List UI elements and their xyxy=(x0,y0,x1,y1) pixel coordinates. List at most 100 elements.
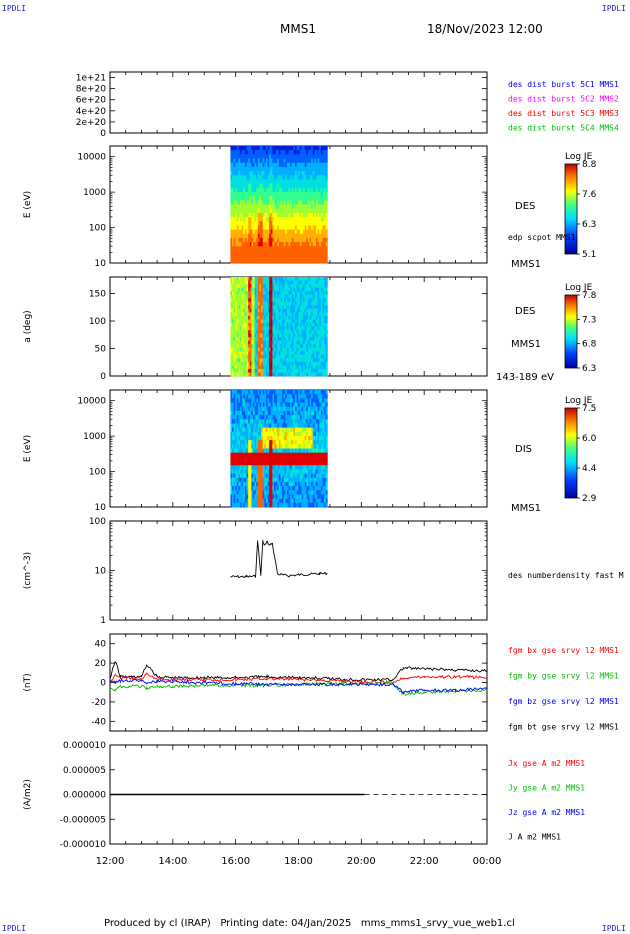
ytick-label-0-1: 2e+20 xyxy=(76,118,107,128)
ytick-label-4-2: 100 xyxy=(89,517,106,527)
ytick-label-1-1: 100 xyxy=(89,224,106,234)
panel-footer-label-1: MMS1 xyxy=(511,259,541,270)
heatmap-3 xyxy=(230,390,328,508)
panel-footer-label-3: MMS1 xyxy=(511,503,541,514)
header-spacecraft: MMS1 xyxy=(280,22,316,36)
legend-label-5-0: fgm bx gse srvy l2 MMS1 xyxy=(508,646,619,655)
ylabel-5: (nT) xyxy=(23,673,33,691)
colorbar-3 xyxy=(564,407,578,499)
colorbar-tick-1-2: 6.3 xyxy=(582,220,596,230)
xtick-label-2: 16:00 xyxy=(221,856,250,867)
panel-sublabel-1: edp scpot MMS1 xyxy=(508,233,576,242)
colorbar-tick-1-1: 7.6 xyxy=(582,190,597,200)
panel-sublabel-2: MMS1 xyxy=(511,339,541,350)
footer-text: Produced by cl (IRAP) Printing date: 04/… xyxy=(104,918,515,929)
ytick-label-3-3: 10000 xyxy=(77,397,106,407)
panel-frame-4 xyxy=(109,520,488,621)
ytick-label-6-4: 0.000010 xyxy=(63,741,106,751)
colorbar-tick-3-0: 7.5 xyxy=(582,404,596,414)
colorbar-tick-1-3: 5.1 xyxy=(582,250,596,260)
ytick-label-3-1: 100 xyxy=(89,468,106,478)
panel-label-2: DES xyxy=(515,306,535,317)
series-line-5-1 xyxy=(109,681,488,697)
series-line-5-0 xyxy=(109,671,488,685)
series-line-5-2 xyxy=(109,678,488,695)
ytick-label-1-2: 1000 xyxy=(83,188,106,198)
colorbar-tick-2-3: 6.3 xyxy=(582,364,596,374)
ytick-label-2-3: 150 xyxy=(89,290,106,300)
colorbar-tick-2-2: 6.8 xyxy=(582,340,597,350)
legend-label-0-3: des dist burst 5C4 MMS4 xyxy=(508,124,619,133)
legend-label-0-0: des dist burst 5C1 MMS1 xyxy=(508,80,619,89)
legend-label-4-0: des numberdensity fast M xyxy=(508,571,624,580)
colorbar-1 xyxy=(564,163,578,255)
ytick-label-3-0: 10 xyxy=(95,503,107,513)
heatmap-1 xyxy=(230,146,328,264)
ytick-label-5-3: 20 xyxy=(95,659,107,669)
ylabel-2: a (deg) xyxy=(23,310,33,342)
ytick-label-6-3: 0.000005 xyxy=(63,766,106,776)
corner-label-br: IPDLI xyxy=(601,924,626,933)
legend-label-6-1: Jy gse A m2 MMS1 xyxy=(508,784,585,793)
ytick-label-0-5: 1e+21 xyxy=(76,74,106,84)
xtick-label-0: 12:00 xyxy=(96,856,125,867)
ytick-label-0-2: 4e+20 xyxy=(76,107,107,117)
legend-label-5-1: fgm by gse srvy l2 MMS1 xyxy=(508,672,619,681)
colorbar-tick-3-1: 6.0 xyxy=(582,434,597,444)
ylabel-6: (A/m2) xyxy=(23,779,33,810)
legend-label-6-2: Jz gse A m2 MMS1 xyxy=(508,808,585,817)
colorbar-tick-3-3: 2.9 xyxy=(582,494,597,504)
ytick-label-5-4: 40 xyxy=(95,640,107,650)
colorbar-tick-1-0: 8.8 xyxy=(582,160,597,170)
ylabel-4: (cm^-3) xyxy=(23,552,33,589)
colorbar-title-2: Log JE xyxy=(565,283,593,293)
ytick-label-4-0: 1 xyxy=(100,616,106,626)
corner-label-bl: IPDLI xyxy=(2,924,27,933)
ytick-label-0-3: 6e+20 xyxy=(76,96,107,106)
heatmap-2 xyxy=(230,277,328,377)
colorbar-2 xyxy=(564,294,578,369)
panel-label-1: DES xyxy=(515,201,535,212)
corner-label-tr: IPDLI xyxy=(601,4,626,13)
colorbar-tick-2-1: 7.3 xyxy=(582,315,596,325)
series-line-4-0 xyxy=(230,539,328,579)
panel-footer-label-2: 143-189 eV xyxy=(496,372,554,383)
ylabel-1: E (eV) xyxy=(23,191,33,218)
panel-label-3: DIS xyxy=(515,444,532,455)
ytick-label-5-0: -40 xyxy=(91,717,106,727)
legend-label-0-2: des dist burst 5C3 MMS3 xyxy=(508,109,619,118)
ytick-label-5-2: 0 xyxy=(100,679,106,689)
xtick-label-1: 14:00 xyxy=(158,856,187,867)
ytick-label-0-0: 0 xyxy=(100,129,106,139)
legend-label-5-2: fgm bz gse srvy l2 MMS1 xyxy=(508,697,619,706)
colorbar-tick-3-2: 4.4 xyxy=(582,464,597,474)
colorbar-title-3: Log JE xyxy=(565,396,593,406)
legend-label-0-1: des dist burst 5C2 MMS2 xyxy=(508,95,619,104)
ytick-label-6-0: -0.000010 xyxy=(60,840,106,850)
ytick-label-5-1: -20 xyxy=(91,698,106,708)
ytick-label-4-1: 10 xyxy=(95,567,107,577)
legend-label-5-3: fgm bt gse srvy l2 MMS1 xyxy=(508,723,619,732)
ytick-label-2-2: 100 xyxy=(89,317,106,327)
colorbar-title-1: Log JE xyxy=(565,152,593,162)
ytick-label-6-1: -0.000005 xyxy=(60,815,106,825)
ytick-label-6-2: 0.000000 xyxy=(63,791,106,801)
ytick-label-3-2: 1000 xyxy=(83,432,106,442)
ylabel-3: E (eV) xyxy=(23,435,33,462)
ytick-label-2-0: 0 xyxy=(100,372,106,382)
ytick-label-2-1: 50 xyxy=(95,345,107,355)
xtick-label-3: 18:00 xyxy=(284,856,313,867)
corner-label-tl: IPDLI xyxy=(2,4,27,13)
legend-label-6-0: Jx gse A m2 MMS1 xyxy=(508,759,585,768)
header-datetime: 18/Nov/2023 12:00 xyxy=(427,22,543,36)
legend-label-6-3: J A m2 MMS1 xyxy=(508,833,561,842)
xtick-label-4: 20:00 xyxy=(347,856,376,867)
xtick-label-6: 00:00 xyxy=(473,856,502,867)
series-line-5-3 xyxy=(109,661,488,682)
ytick-label-0-4: 8e+20 xyxy=(76,85,107,95)
panel-frame-5 xyxy=(109,633,488,732)
xtick-label-5: 22:00 xyxy=(410,856,439,867)
ytick-label-1-0: 10 xyxy=(95,259,107,269)
